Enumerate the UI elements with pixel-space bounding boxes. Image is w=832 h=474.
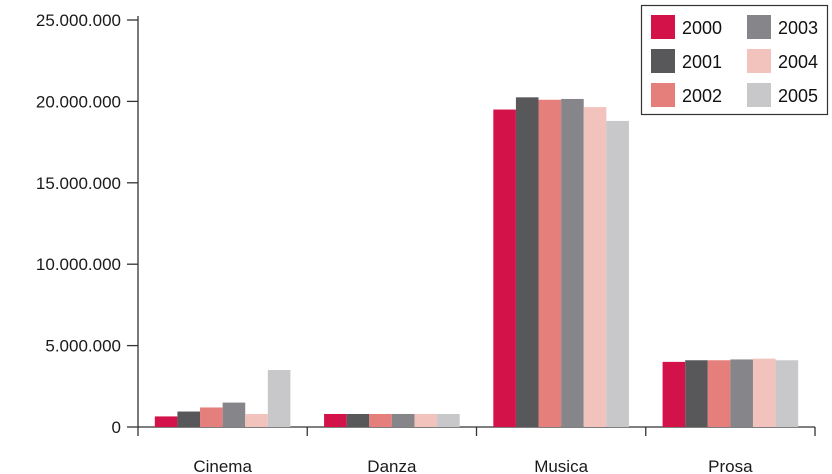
bar-prosa-2003 xyxy=(730,359,753,427)
bar-prosa-2004 xyxy=(752,358,776,427)
legend-swatch-2004 xyxy=(747,49,771,73)
legend-swatch-2005 xyxy=(747,83,771,107)
bar-prosa-2001 xyxy=(685,360,708,427)
y-tick-label: 20.000.000 xyxy=(36,92,121,111)
bar-cinema-2005 xyxy=(267,370,291,427)
legend: 2000 2001 2002 2003 2004 2005 xyxy=(640,4,829,116)
legend-swatch-2001 xyxy=(651,49,675,73)
legend-label-2003: 2003 xyxy=(778,18,818,38)
x-axis: Cinema Danza Musica Prosa xyxy=(137,426,816,474)
bars xyxy=(154,97,799,428)
bar-musica-2004 xyxy=(583,107,607,427)
y-tick-label: 25.000.000 xyxy=(36,11,121,30)
x-category-label: Cinema xyxy=(193,457,252,474)
y-axis: 0 5.000.000 10.000.000 15.000.000 20.000.000… xyxy=(36,11,139,437)
legend-label-2001: 2001 xyxy=(682,52,722,72)
legend-swatch-2002 xyxy=(651,83,675,107)
bar-musica-2002 xyxy=(538,99,562,428)
bar-musica-2003 xyxy=(561,98,584,428)
bar-danza-2001 xyxy=(346,413,370,427)
legend-swatch-2000 xyxy=(651,15,675,39)
x-category-label: Danza xyxy=(367,457,417,474)
y-tick-label: 15.000.000 xyxy=(36,174,121,193)
bar-cinema-2003 xyxy=(222,402,246,427)
x-category-label: Prosa xyxy=(708,457,753,474)
bar-musica-2000 xyxy=(493,109,516,427)
bar-cinema-2004 xyxy=(245,413,268,427)
bar-danza-2002 xyxy=(369,413,392,427)
bar-cinema-2000 xyxy=(154,416,178,427)
bar-musica-2001 xyxy=(515,97,539,427)
bar-danza-2005 xyxy=(437,413,460,427)
y-tick-label: 0 xyxy=(112,418,121,437)
legend-label-2000: 2000 xyxy=(682,18,722,38)
bar-musica-2005 xyxy=(606,120,629,427)
legend-swatch-2003 xyxy=(747,15,771,39)
y-tick-label: 10.000.000 xyxy=(36,255,121,274)
bar-prosa-2002 xyxy=(707,360,731,427)
bar-prosa-2005 xyxy=(775,360,799,427)
bar-prosa-2000 xyxy=(662,361,686,427)
x-category-label: Musica xyxy=(534,457,588,474)
legend-label-2005: 2005 xyxy=(778,86,818,106)
bar-cinema-2001 xyxy=(177,411,201,427)
y-tick-label: 5.000.000 xyxy=(45,337,121,356)
bar-danza-2000 xyxy=(324,413,347,427)
bar-danza-2004 xyxy=(414,413,438,427)
legend-label-2002: 2002 xyxy=(682,86,722,106)
bar-danza-2003 xyxy=(391,413,415,427)
legend-label-2004: 2004 xyxy=(778,52,818,72)
bar-cinema-2002 xyxy=(200,407,223,427)
